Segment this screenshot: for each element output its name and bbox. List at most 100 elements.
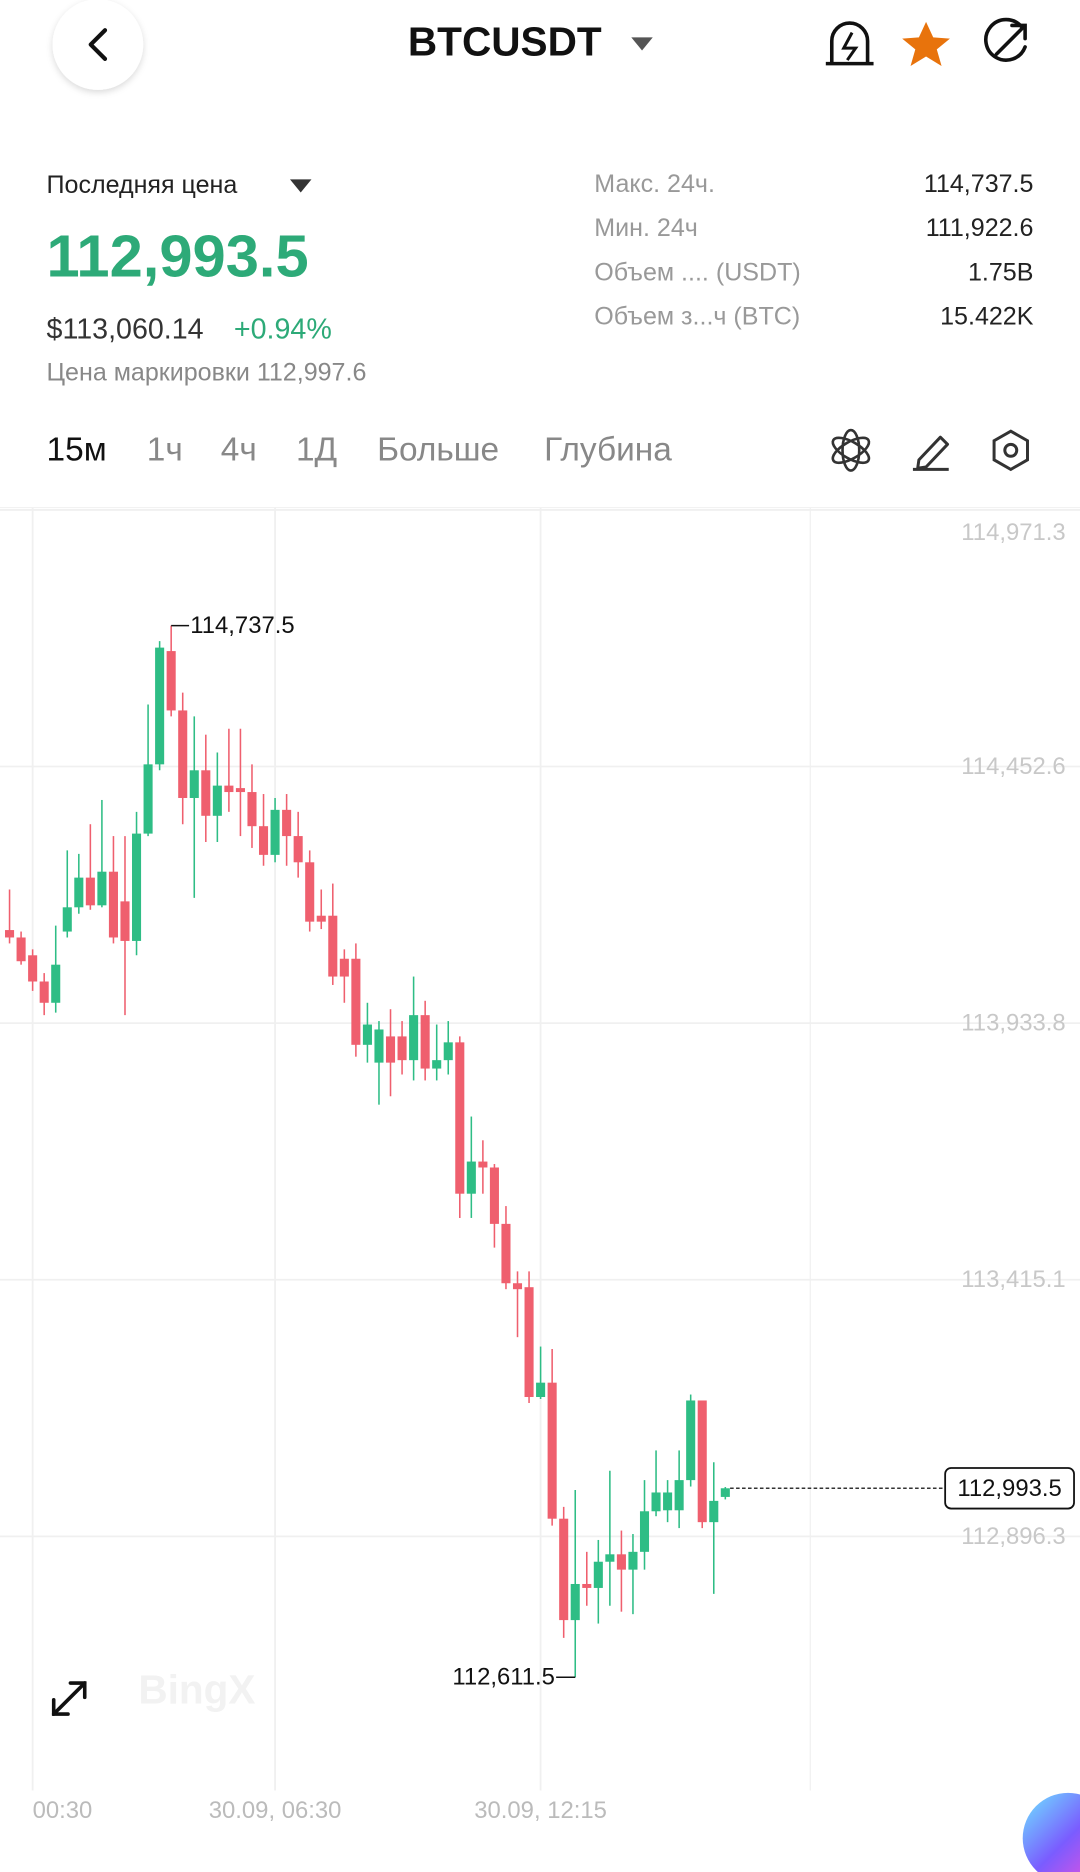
candle-body: [697, 1400, 707, 1523]
favorite-star[interactable]: [902, 21, 950, 67]
candle-body: [385, 1036, 396, 1063]
stats: Макс. 24ч. 114,737.5 Мин. 24ч 111,922.6 Объе…: [594, 170, 1033, 330]
candle-body: [224, 785, 234, 793]
stat-value: 15.422K: [940, 302, 1034, 330]
timeframe-tab[interactable]: 15м: [47, 431, 107, 468]
share-icon[interactable]: [984, 17, 1027, 62]
candle-body: [582, 1583, 592, 1588]
candle-body: [62, 907, 72, 932]
candle-body: [293, 836, 303, 863]
timeframe-tab[interactable]: 4ч: [221, 431, 257, 468]
candle-body: [39, 981, 49, 1003]
candle-body: [120, 901, 130, 941]
candle-body: [247, 792, 257, 827]
candle-body: [74, 877, 84, 908]
candle-body: [432, 1060, 442, 1069]
price-change: +0.94%: [234, 314, 332, 346]
candle-body: [489, 1167, 499, 1224]
stat-label: Объем з...ч (BTC): [594, 302, 800, 330]
stat-value: 1.75B: [968, 258, 1033, 286]
candle-body: [258, 826, 269, 855]
candle-body: [605, 1554, 615, 1562]
candle-body: [270, 809, 280, 855]
candle-body: [570, 1583, 580, 1621]
timeframe-tab[interactable]: Глубина: [544, 431, 672, 468]
draw-icon[interactable]: [912, 435, 950, 471]
candle-body: [397, 1036, 407, 1061]
candlestick-chart: 114,971.3 114,452.6 113,933.8 113,415.1 112,…: [0, 507, 1080, 1824]
candle-body: [85, 877, 95, 906]
symbol-title[interactable]: BTCUSDT: [408, 18, 602, 64]
candle-body: [51, 964, 61, 1003]
candle-body: [501, 1223, 511, 1284]
candle-body: [189, 770, 199, 798]
timeframe-tabs: 15м 1ч 4ч 1Д Больше Глубина: [47, 431, 673, 468]
candle-body: [593, 1561, 603, 1588]
candle-body: [132, 833, 142, 941]
last-price-label[interactable]: Последняя цена: [47, 171, 238, 199]
symbol-dropdown[interactable]: [631, 37, 653, 51]
candle-body: [305, 862, 315, 922]
candle-body: [282, 809, 292, 837]
low-label: 112,611.5: [452, 1664, 555, 1691]
mark-price: Цена маркировки 112,997.6: [47, 359, 367, 387]
high-label: 114,737.5: [190, 612, 294, 639]
alert-icon[interactable]: [825, 21, 874, 66]
candle-body: [559, 1518, 569, 1621]
candle-body: [351, 958, 361, 1045]
candle-body: [16, 937, 26, 962]
last-price-tag: 112,993.5: [957, 1475, 1061, 1502]
last-price-box: [944, 1467, 1075, 1510]
candle-body: [616, 1554, 626, 1570]
stat-value: 114,737.5: [924, 170, 1034, 198]
candle-body: [166, 651, 176, 711]
candle-body: [409, 1015, 419, 1061]
candle-body: [339, 958, 349, 977]
watermark: BingX: [138, 1666, 255, 1712]
candle-body: [466, 1161, 476, 1194]
x-tick-label: 00:30: [33, 1797, 93, 1824]
candle-body: [155, 647, 165, 765]
expand-icon[interactable]: [51, 1681, 87, 1716]
candle-body: [316, 915, 326, 922]
candle-body: [686, 1400, 696, 1481]
back-button[interactable]: [52, 0, 144, 90]
y-tick-label: 113,933.8: [961, 1010, 1065, 1037]
candle-body: [547, 1382, 557, 1519]
candle-body: [108, 871, 118, 938]
candle-body: [443, 1042, 453, 1061]
candle-body: [674, 1480, 684, 1511]
usd-price: $113,060.14: [47, 314, 204, 346]
candle-body: [143, 764, 153, 834]
candle-body: [28, 955, 38, 982]
timeframe-tab[interactable]: Больше: [377, 431, 499, 468]
settings-icon[interactable]: [992, 429, 1029, 472]
stat-label: Объем .... (USDT): [594, 258, 800, 286]
y-tick-label: 114,452.6: [961, 753, 1065, 780]
candle-body: [709, 1500, 719, 1523]
candle-body: [212, 785, 222, 816]
candle-body: [536, 1382, 546, 1398]
candle-body: [455, 1042, 465, 1194]
timeframe-tab[interactable]: 1Д: [296, 431, 337, 468]
x-tick-label: 30.09, 12:15: [474, 1797, 607, 1824]
candle-body: [201, 770, 211, 816]
y-tick-label: 112,896.3: [961, 1523, 1065, 1550]
assistant-bubble[interactable]: [1022, 1792, 1080, 1872]
candle-body: [628, 1551, 638, 1570]
stat-value: 111,922.6: [926, 214, 1034, 242]
indicator-icon[interactable]: [829, 428, 872, 472]
price-dropdown[interactable]: [289, 179, 312, 193]
candle-body: [178, 710, 188, 798]
candle-body: [374, 1029, 384, 1063]
candle-body: [5, 930, 15, 938]
stat-label: Мин. 24ч: [594, 214, 698, 242]
candle-body: [639, 1511, 650, 1552]
candle-body: [663, 1492, 673, 1511]
y-tick-label: 113,415.1: [961, 1266, 1065, 1293]
timeframe-tab[interactable]: 1ч: [147, 431, 183, 468]
y-tick-label: 114,971.3: [961, 519, 1065, 546]
candle-body: [512, 1283, 523, 1290]
candle-body: [328, 915, 338, 977]
